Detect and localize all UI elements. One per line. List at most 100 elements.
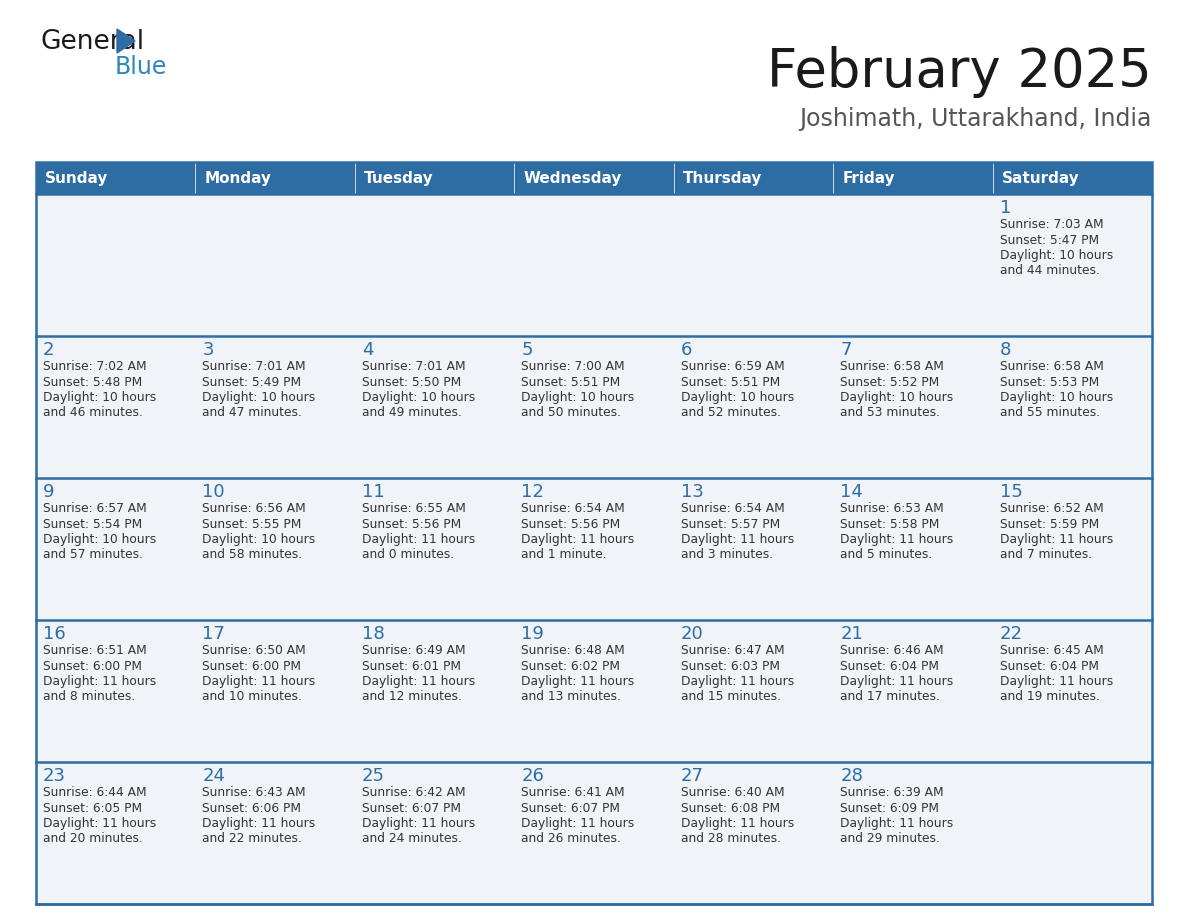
Text: Sunset: 5:51 PM: Sunset: 5:51 PM [681,375,781,388]
Text: Sunset: 5:57 PM: Sunset: 5:57 PM [681,518,781,531]
Text: Sunrise: 6:52 AM: Sunrise: 6:52 AM [999,502,1104,515]
Text: Sunset: 6:02 PM: Sunset: 6:02 PM [522,659,620,673]
Text: and 49 minutes.: and 49 minutes. [362,407,462,420]
Text: Sunrise: 6:59 AM: Sunrise: 6:59 AM [681,360,784,373]
Text: Sunset: 6:07 PM: Sunset: 6:07 PM [522,801,620,814]
Text: 1: 1 [999,199,1011,217]
Text: 27: 27 [681,767,703,785]
Text: and 58 minutes.: and 58 minutes. [202,548,303,562]
Bar [992,162,1152,194]
Text: Daylight: 11 hours: Daylight: 11 hours [681,533,794,546]
Bar [674,162,833,194]
Bar [196,762,355,904]
Text: and 20 minutes.: and 20 minutes. [43,833,143,845]
Text: and 1 minute.: and 1 minute. [522,548,607,562]
Text: and 24 minutes.: and 24 minutes. [362,833,462,845]
Text: 23: 23 [43,767,67,785]
Text: and 3 minutes.: and 3 minutes. [681,548,773,562]
Text: Sunrise: 7:03 AM: Sunrise: 7:03 AM [999,218,1104,231]
Bar [36,162,1152,904]
Text: and 52 minutes.: and 52 minutes. [681,407,781,420]
Bar [36,194,196,336]
Text: 5: 5 [522,341,532,359]
Text: Sunrise: 6:45 AM: Sunrise: 6:45 AM [999,644,1104,657]
Bar [355,620,514,762]
Text: Daylight: 11 hours: Daylight: 11 hours [999,675,1113,688]
Text: Sunrise: 6:56 AM: Sunrise: 6:56 AM [202,502,307,515]
Text: Sunrise: 6:42 AM: Sunrise: 6:42 AM [362,786,466,799]
Text: 28: 28 [840,767,862,785]
Text: February 2025: February 2025 [767,46,1152,98]
Text: Daylight: 10 hours: Daylight: 10 hours [202,533,316,546]
Text: and 17 minutes.: and 17 minutes. [840,690,940,703]
Text: and 8 minutes.: and 8 minutes. [43,690,135,703]
Text: 8: 8 [999,341,1011,359]
Text: Daylight: 11 hours: Daylight: 11 hours [522,817,634,830]
Text: 17: 17 [202,625,226,643]
Text: Sunrise: 6:47 AM: Sunrise: 6:47 AM [681,644,784,657]
Text: Daylight: 10 hours: Daylight: 10 hours [202,391,316,404]
Text: 11: 11 [362,483,385,501]
Text: Thursday: Thursday [683,171,762,185]
Text: Sunrise: 7:00 AM: Sunrise: 7:00 AM [522,360,625,373]
Text: and 13 minutes.: and 13 minutes. [522,690,621,703]
Bar [833,162,992,194]
Text: Daylight: 10 hours: Daylight: 10 hours [43,391,157,404]
Text: Daylight: 10 hours: Daylight: 10 hours [43,533,157,546]
Text: 2: 2 [43,341,55,359]
Text: Sunrise: 6:54 AM: Sunrise: 6:54 AM [681,502,784,515]
Bar [992,478,1152,620]
Polygon shape [116,29,135,53]
Text: Sunrise: 6:39 AM: Sunrise: 6:39 AM [840,786,943,799]
Text: Sunrise: 6:40 AM: Sunrise: 6:40 AM [681,786,784,799]
Text: Sunrise: 6:43 AM: Sunrise: 6:43 AM [202,786,307,799]
Text: Sunrise: 6:41 AM: Sunrise: 6:41 AM [522,786,625,799]
Text: Sunset: 5:59 PM: Sunset: 5:59 PM [999,518,1099,531]
Bar [833,762,992,904]
Text: 19: 19 [522,625,544,643]
Text: Daylight: 10 hours: Daylight: 10 hours [522,391,634,404]
Text: Sunset: 5:54 PM: Sunset: 5:54 PM [43,518,143,531]
Text: Sunrise: 6:48 AM: Sunrise: 6:48 AM [522,644,625,657]
Text: and 55 minutes.: and 55 minutes. [999,407,1100,420]
Text: Sunset: 5:56 PM: Sunset: 5:56 PM [522,518,620,531]
Text: 25: 25 [362,767,385,785]
Text: Sunrise: 6:53 AM: Sunrise: 6:53 AM [840,502,944,515]
Text: Sunset: 6:03 PM: Sunset: 6:03 PM [681,659,779,673]
Text: 16: 16 [43,625,65,643]
Text: Daylight: 11 hours: Daylight: 11 hours [840,817,954,830]
Text: Daylight: 10 hours: Daylight: 10 hours [681,391,794,404]
Bar [674,762,833,904]
Bar [355,478,514,620]
Text: and 44 minutes.: and 44 minutes. [999,264,1099,277]
Text: Sunrise: 6:55 AM: Sunrise: 6:55 AM [362,502,466,515]
Text: 10: 10 [202,483,225,501]
Text: Sunrise: 7:01 AM: Sunrise: 7:01 AM [362,360,466,373]
Text: Sunset: 6:05 PM: Sunset: 6:05 PM [43,801,143,814]
Text: Sunrise: 6:54 AM: Sunrise: 6:54 AM [522,502,625,515]
Bar [833,194,992,336]
Bar [674,620,833,762]
Text: 20: 20 [681,625,703,643]
Bar [514,620,674,762]
Text: Sunrise: 6:51 AM: Sunrise: 6:51 AM [43,644,147,657]
Text: Friday: Friday [842,171,895,185]
Text: Sunset: 6:00 PM: Sunset: 6:00 PM [43,659,143,673]
Text: Sunset: 5:52 PM: Sunset: 5:52 PM [840,375,940,388]
Text: Daylight: 11 hours: Daylight: 11 hours [840,675,954,688]
Text: Daylight: 11 hours: Daylight: 11 hours [681,675,794,688]
Text: and 28 minutes.: and 28 minutes. [681,833,781,845]
Text: Daylight: 11 hours: Daylight: 11 hours [840,533,954,546]
Text: General: General [40,29,144,55]
Bar [833,478,992,620]
Bar [196,478,355,620]
Text: Daylight: 10 hours: Daylight: 10 hours [840,391,954,404]
Text: and 7 minutes.: and 7 minutes. [999,548,1092,562]
Text: and 15 minutes.: and 15 minutes. [681,690,781,703]
Bar [514,336,674,478]
Text: Sunset: 6:01 PM: Sunset: 6:01 PM [362,659,461,673]
Text: Sunset: 6:06 PM: Sunset: 6:06 PM [202,801,302,814]
Bar [514,194,674,336]
Text: Sunset: 5:48 PM: Sunset: 5:48 PM [43,375,143,388]
Text: 26: 26 [522,767,544,785]
